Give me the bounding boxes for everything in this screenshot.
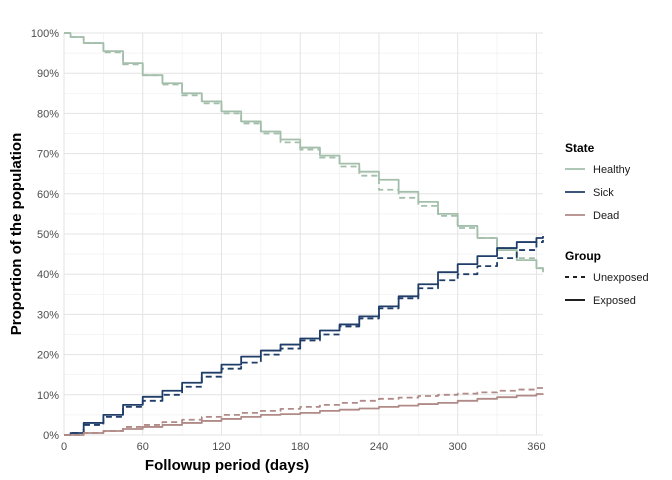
- legend-label: Healthy: [593, 164, 631, 176]
- series-line-dead-exposed: [64, 393, 544, 436]
- x-tick-label: 120: [212, 441, 230, 453]
- y-tick-label: 60%: [37, 189, 59, 201]
- x-tick-label: 360: [527, 441, 545, 453]
- y-tick-labels: 0% 10% 20% 30% 40% 50% 60% 70% 80% 90% 100%: [31, 28, 59, 442]
- x-tick-label: 240: [370, 441, 388, 453]
- legend: State Healthy Sick Dead Group Unexposed Expose…: [565, 141, 649, 307]
- x-axis-title: Followup period (days): [145, 457, 309, 474]
- y-tick-label: 70%: [37, 149, 59, 161]
- series-line-sick-exposed: [64, 236, 544, 436]
- series-line-sick-unexposed: [64, 240, 544, 436]
- x-tick-label: 0: [61, 441, 67, 453]
- legend-label: Unexposed: [593, 272, 649, 284]
- legend-label: Sick: [593, 187, 614, 199]
- grid-major: [63, 32, 543, 436]
- y-tick-label: 90%: [37, 68, 59, 80]
- y-axis-title: Proportion of the population: [8, 133, 25, 335]
- series-line-dead-unexposed: [64, 387, 544, 436]
- legend-title: State: [565, 141, 595, 155]
- y-tick-label: 0%: [43, 430, 59, 442]
- x-tick-labels: 0 60 120 180 240 300 360: [61, 441, 546, 453]
- y-tick-label: 20%: [37, 350, 59, 362]
- x-tick-label: 300: [449, 441, 467, 453]
- y-tick-label: 80%: [37, 108, 59, 120]
- series-lines: [64, 32, 544, 436]
- legend-label: Exposed: [593, 295, 636, 307]
- y-tick-label: 100%: [31, 28, 59, 40]
- legend-title: Group: [565, 249, 601, 263]
- legend-label: Dead: [593, 210, 619, 222]
- series-line-healthy-exposed: [64, 32, 544, 273]
- y-tick-label: 10%: [37, 390, 59, 402]
- y-tick-label: 40%: [37, 269, 59, 281]
- y-tick-label: 30%: [37, 309, 59, 321]
- series-line-healthy-unexposed: [64, 32, 544, 273]
- y-tick-label: 50%: [37, 229, 59, 241]
- x-tick-label: 180: [291, 441, 309, 453]
- x-tick-label: 60: [137, 441, 149, 453]
